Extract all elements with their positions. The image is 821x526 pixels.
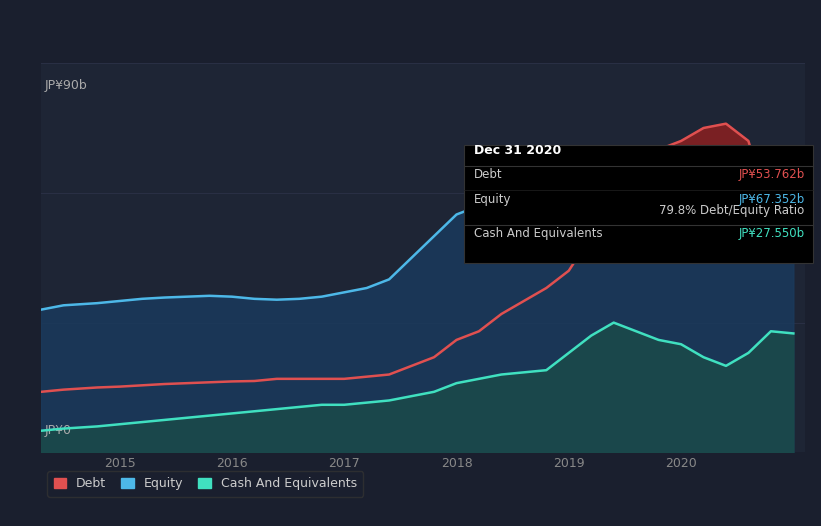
Text: JP¥67.352b: JP¥67.352b: [738, 193, 805, 206]
Text: JP¥90b: JP¥90b: [45, 79, 88, 92]
Text: JP¥27.550b: JP¥27.550b: [738, 227, 805, 240]
Text: Debt: Debt: [474, 168, 502, 181]
Legend: Debt, Equity, Cash And Equivalents: Debt, Equity, Cash And Equivalents: [48, 471, 363, 497]
Text: Equity: Equity: [474, 193, 511, 206]
Text: Cash And Equivalents: Cash And Equivalents: [474, 227, 603, 240]
Text: JP¥0: JP¥0: [45, 424, 72, 437]
Text: JP¥53.762b: JP¥53.762b: [738, 168, 805, 181]
Text: 79.8% Debt/Equity Ratio: 79.8% Debt/Equity Ratio: [659, 204, 805, 217]
Text: Dec 31 2020: Dec 31 2020: [474, 144, 561, 157]
